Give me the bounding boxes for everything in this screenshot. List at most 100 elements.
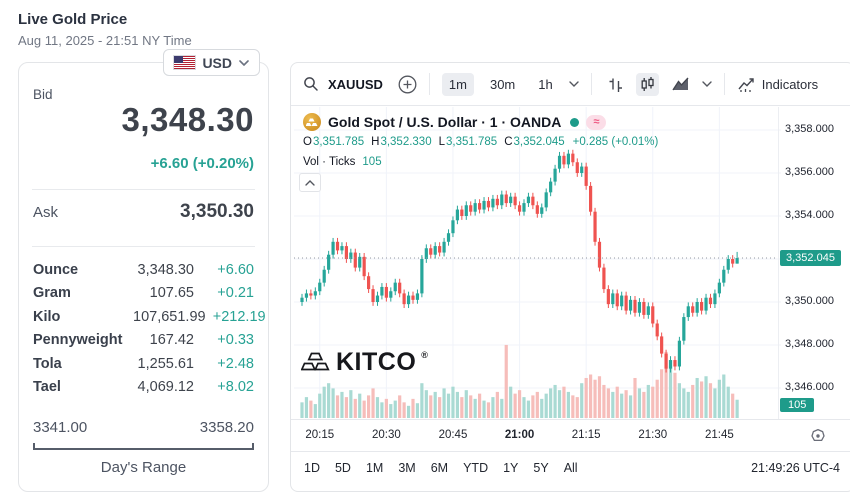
range-6m-button[interactable]: 6M bbox=[430, 461, 449, 475]
table-row: Ounce 3,348.30 +6.60 bbox=[33, 258, 254, 282]
symbol-title: Gold Spot / U.S. Dollar · 1 · OANDA bbox=[328, 114, 562, 130]
interval-1m-button[interactable]: 1m bbox=[441, 72, 474, 96]
delayed-data-icon[interactable]: ≈ bbox=[586, 114, 607, 130]
time-axis[interactable]: 20:15 20:30 20:45 21:00 21:15 21:30 21:45 bbox=[291, 419, 850, 451]
table-row: Pennyweight 167.42 +0.33 bbox=[33, 329, 254, 353]
market-status-icon[interactable] bbox=[570, 117, 580, 127]
range-3m-button[interactable]: 3M bbox=[398, 461, 416, 475]
ask-price: 3,350.30 bbox=[180, 201, 254, 222]
unit-label: Pennyweight bbox=[33, 332, 123, 349]
volume-label: Vol · Ticks bbox=[303, 156, 356, 168]
chart-toolbar: XAUUSD 1m 30m 1h bbox=[291, 63, 850, 106]
unit-change: +0.21 bbox=[217, 285, 254, 302]
x-axis-label: 20:15 bbox=[305, 429, 335, 441]
range-all-button[interactable]: All bbox=[563, 461, 578, 475]
unit-label: Tael bbox=[33, 379, 61, 396]
x-axis-label: 20:45 bbox=[438, 429, 468, 441]
kitco-logo-text: KITCO bbox=[336, 348, 417, 376]
area-style-button[interactable] bbox=[668, 73, 693, 95]
price-axis[interactable]: 3,352.045 105 3,358.000 3,356.000 3,354.00… bbox=[778, 107, 850, 419]
table-row: Gram 107.65 +0.21 bbox=[33, 282, 254, 306]
chart-area: Gold Spot / U.S. Dollar · 1 · OANDA ≈ O3… bbox=[291, 107, 850, 419]
unit-change: +8.02 bbox=[217, 379, 254, 396]
indicators-button[interactable]: Indicators bbox=[737, 76, 818, 93]
x-axis-label: 20:30 bbox=[371, 429, 401, 441]
unit-label: Tola bbox=[33, 355, 62, 372]
ohlc-close: C3,352.045 bbox=[504, 136, 565, 148]
range-5d-button[interactable]: 5D bbox=[334, 461, 351, 475]
unit-value: 167.42 bbox=[149, 332, 194, 349]
y-axis-label: 3,350.000 bbox=[785, 295, 834, 307]
range-low: 3341.00 bbox=[33, 419, 88, 436]
range-bracket bbox=[33, 443, 254, 450]
indicators-icon bbox=[738, 77, 754, 92]
unit-change: +212.19 bbox=[212, 308, 266, 325]
registered-mark: ® bbox=[421, 350, 428, 360]
symbol-legend[interactable]: Gold Spot / U.S. Dollar · 1 · OANDA ≈ bbox=[303, 113, 607, 131]
divider bbox=[32, 189, 255, 190]
timezone-settings-icon[interactable] bbox=[809, 427, 827, 445]
indicators-label: Indicators bbox=[761, 76, 819, 92]
table-row: Tola 1,255.61 +2.48 bbox=[33, 352, 254, 376]
search-icon[interactable] bbox=[303, 76, 319, 92]
range-ytd-button[interactable]: YTD bbox=[463, 461, 489, 475]
candlestick-icon bbox=[641, 76, 654, 91]
collapse-legend-button[interactable] bbox=[299, 173, 321, 192]
gold-spot-logo-icon bbox=[303, 113, 321, 131]
unit-value: 1,255.61 bbox=[137, 355, 194, 372]
unit-change: +0.33 bbox=[217, 332, 254, 349]
unit-value: 4,069.12 bbox=[137, 379, 194, 396]
unit-value: 107,651.99 bbox=[133, 308, 206, 325]
compare-add-icon[interactable] bbox=[398, 75, 417, 94]
unit-label: Kilo bbox=[33, 308, 61, 325]
x-axis-label: 21:15 bbox=[571, 429, 601, 441]
unit-value: 107.65 bbox=[149, 285, 194, 302]
interval-30m-button[interactable]: 30m bbox=[489, 76, 516, 92]
styles-chevron-icon[interactable] bbox=[702, 81, 712, 87]
kitco-watermark: KITCO ® bbox=[301, 349, 428, 375]
bid-label: Bid bbox=[33, 87, 53, 102]
unit-label: Ounce bbox=[33, 261, 79, 278]
last-volume-badge: 105 bbox=[780, 398, 815, 412]
chevron-down-icon bbox=[239, 59, 249, 66]
price-plot[interactable] bbox=[294, 107, 781, 419]
chart-clock[interactable]: 21:49:26 UTC-4 bbox=[751, 461, 840, 475]
bid-price: 3,348.30 bbox=[121, 101, 254, 138]
table-row: Kilo 107,651.99 +212.19 bbox=[33, 305, 266, 329]
toolbar-separator bbox=[428, 73, 430, 95]
unit-change: +2.48 bbox=[217, 355, 254, 372]
chevron-up-icon bbox=[305, 179, 315, 186]
range-high: 3358.20 bbox=[199, 419, 254, 436]
currency-selector[interactable]: USD bbox=[163, 49, 260, 76]
unit-label: Gram bbox=[33, 285, 71, 302]
ohlc-high: H3,352.330 bbox=[371, 136, 432, 148]
y-axis-label: 3,354.000 bbox=[785, 209, 834, 221]
interval-1h-button[interactable]: 1h bbox=[538, 76, 553, 92]
ohlc-open: O3,351.785 bbox=[303, 136, 365, 148]
last-price-badge: 3,352.045 bbox=[780, 250, 841, 266]
bars-style-button[interactable] bbox=[604, 73, 627, 96]
page-date: Aug 11, 2025 - 21:51 NY Time bbox=[18, 33, 192, 48]
range-toolbar: 1D 5D 1M 3M 6M YTD 1Y 5Y All 21:49:26 UT… bbox=[291, 451, 850, 484]
candles-style-button[interactable] bbox=[635, 72, 659, 96]
y-axis-label: 3,358.000 bbox=[785, 123, 834, 135]
ask-row: Ask 3,350.30 bbox=[33, 201, 254, 223]
symbol-search-button[interactable]: XAUUSD bbox=[328, 76, 383, 92]
quote-card: USD Bid 3,348.30 +6.60 (+0.20%) Ask 3,35… bbox=[18, 49, 269, 492]
kitco-gold-bars-icon bbox=[301, 352, 330, 371]
range-label: Day's Range bbox=[100, 459, 187, 476]
toolbar-separator bbox=[590, 73, 592, 95]
volume-row: Vol · Ticks 105 bbox=[303, 156, 382, 168]
ask-label: Ask bbox=[33, 204, 59, 221]
divider bbox=[32, 246, 255, 247]
intervals-chevron-icon[interactable] bbox=[569, 81, 579, 87]
unit-value: 3,348.30 bbox=[137, 261, 194, 278]
range-1y-button[interactable]: 1Y bbox=[503, 461, 519, 475]
range-1d-button[interactable]: 1D bbox=[304, 461, 320, 475]
range-5y-button[interactable]: 5Y bbox=[533, 461, 549, 475]
day-range-values: 3341.00 3358.20 bbox=[33, 419, 254, 436]
ohlc-row: O3,351.785 H3,352.330 L3,351.785 C3,352.… bbox=[303, 136, 658, 148]
range-1m-button[interactable]: 1M bbox=[365, 461, 384, 475]
table-row: Tael 4,069.12 +8.02 bbox=[33, 376, 254, 400]
ohlc-low: L3,351.785 bbox=[438, 136, 498, 148]
